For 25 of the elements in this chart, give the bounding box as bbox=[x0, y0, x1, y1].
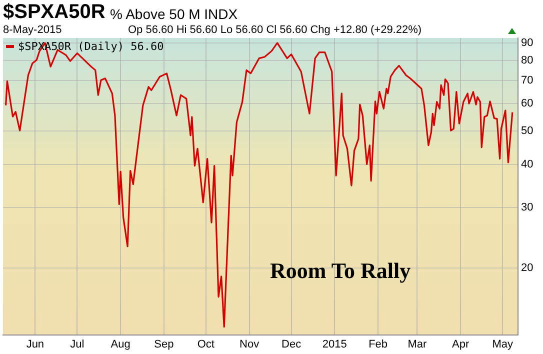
text: Op 56.60 Hi 56.60 Lo 56.60 Cl 56.60 Chg +12.80 (+29.22%) bbox=[128, 24, 422, 36]
x-tick-label: Apr bbox=[452, 338, 470, 350]
y-tick-label: 40 bbox=[521, 158, 534, 170]
x-tick-label: Sep bbox=[154, 338, 174, 350]
y-tick-label: 80 bbox=[521, 54, 534, 67]
x-tick-label: Dec bbox=[282, 338, 302, 350]
y-tick-label: 50 bbox=[521, 124, 534, 137]
x-tick-label: Feb bbox=[368, 338, 388, 350]
x-tick-label: May bbox=[492, 338, 514, 350]
chart-subtitle: % Above 50 M INDX bbox=[110, 6, 238, 22]
y-tick-label: 20 bbox=[521, 262, 534, 274]
y-tick-label: 90 bbox=[521, 36, 534, 49]
chart-title: $SPXA50R bbox=[3, 1, 106, 24]
x-tick-label: Nov bbox=[240, 338, 260, 350]
x-tick-label: 2015 bbox=[322, 338, 347, 350]
x-tick-label: Oct bbox=[197, 338, 214, 350]
x-tick-label: Jun bbox=[26, 338, 44, 350]
y-tick-label: 60 bbox=[521, 98, 534, 110]
annotation: Room To Rally bbox=[270, 258, 411, 284]
y-tick-label: 70 bbox=[521, 74, 534, 87]
x-tick-label: Aug bbox=[110, 338, 130, 350]
text: 8-May-2015 bbox=[3, 24, 62, 36]
x-tick-label: Jul bbox=[70, 338, 84, 350]
y-tick-label: 30 bbox=[521, 201, 534, 214]
x-tick-label: Mar bbox=[408, 338, 428, 350]
